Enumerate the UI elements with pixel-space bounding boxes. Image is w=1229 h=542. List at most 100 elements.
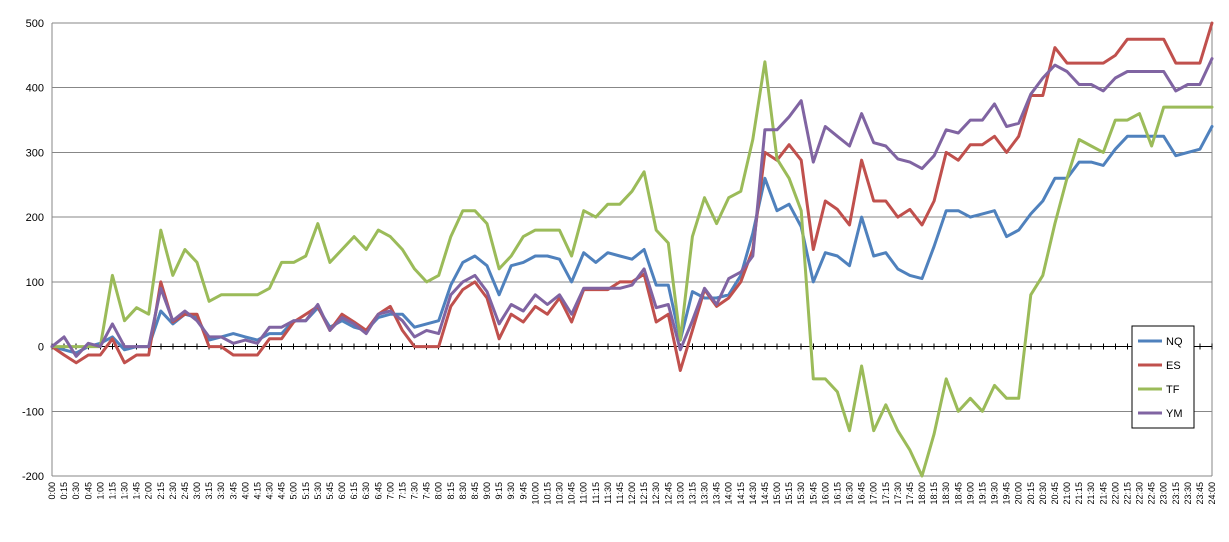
x-tick-label: 9:45	[518, 482, 528, 500]
y-tick-label: 100	[26, 277, 44, 289]
x-tick-label: 18:30	[941, 482, 951, 505]
x-tick-label: 20:00	[1014, 482, 1024, 505]
x-tick-label: 15:00	[772, 482, 782, 505]
x-tick-label: 3:00	[192, 482, 202, 500]
x-tick-label: 21:15	[1074, 482, 1084, 505]
gridlines	[52, 22, 1212, 477]
y-tick-label: 500	[26, 18, 44, 30]
x-tick-label: 23:15	[1171, 482, 1181, 505]
x-tick-label: 14:00	[724, 482, 734, 505]
legend-box	[1131, 325, 1195, 429]
x-tick-label: 12:00	[627, 482, 637, 505]
y-tick-label: 400	[26, 83, 44, 95]
x-tick-label: 11:15	[591, 482, 601, 504]
x-tick-label: 21:00	[1062, 482, 1072, 505]
x-tick-label: 8:45	[470, 482, 480, 500]
x-tick-label: 11:00	[579, 482, 589, 504]
y-tick-label: 300	[26, 147, 44, 159]
x-tick-label: 23:45	[1195, 482, 1205, 505]
x-tick-label: 10:45	[567, 482, 577, 505]
x-tick-label: 16:45	[857, 482, 867, 505]
x-tick-label: 5:00	[289, 482, 299, 500]
x-tick-label: 0:00	[47, 482, 57, 500]
x-tick-label: 6:00	[337, 482, 347, 500]
x-tick-label: 19:00	[965, 482, 975, 505]
x-tick-label: 15:15	[784, 482, 794, 505]
x-tick-label: 16:00	[820, 482, 830, 505]
x-tick-label: 4:45	[277, 482, 287, 500]
x-tick-label: 21:45	[1098, 482, 1108, 505]
x-tick-label: 7:15	[397, 482, 407, 500]
x-tick-label: 7:00	[385, 482, 395, 500]
x-tick-label: 18:15	[929, 482, 939, 505]
x-tick-label: 8:00	[434, 482, 444, 500]
x-tick-label: 3:15	[204, 482, 214, 500]
x-tick-label: 19:30	[990, 482, 1000, 505]
x-tick-label: 19:15	[977, 482, 987, 505]
x-tick-label: 23:00	[1159, 482, 1169, 505]
x-tick-label: 17:45	[905, 482, 915, 505]
x-tick-label: 20:30	[1038, 482, 1048, 505]
x-tick-label: 1:45	[132, 482, 142, 500]
x-tick-label: 8:15	[446, 482, 456, 500]
y-tick-label: 0	[38, 342, 44, 354]
x-tick-label: 13:45	[712, 482, 722, 505]
y-tick-label: 200	[26, 212, 44, 224]
x-tick-label: 14:45	[760, 482, 770, 505]
x-tick-label: 20:45	[1050, 482, 1060, 505]
x-tick-label: 2:30	[168, 482, 178, 500]
x-tick-label: 4:30	[265, 482, 275, 500]
y-tick-label: -100	[22, 406, 44, 418]
series-line-es	[50, 21, 1214, 372]
series-line-ym	[50, 57, 1214, 358]
x-tick-label: 1:15	[107, 482, 117, 500]
x-tick-label: 14:15	[736, 482, 746, 505]
series-line-nq	[50, 125, 1214, 355]
x-tick-label: 12:45	[663, 482, 673, 505]
x-tick-label: 22:00	[1110, 482, 1120, 505]
x-tick-label: 11:45	[615, 482, 625, 504]
x-tick-label: 13:15	[687, 482, 697, 505]
y-axis: -200 -100 0 100 200 300 400 500	[22, 18, 1213, 483]
x-tick-label: 8:30	[458, 482, 468, 500]
legend-label-nq: NQ	[1166, 336, 1183, 348]
legend-label-tf: TF	[1166, 384, 1180, 396]
legend-label-ym: YM	[1166, 408, 1183, 420]
x-tick-label: 14:30	[748, 482, 758, 505]
x-tick-label: 10:30	[555, 482, 565, 505]
x-tick-label: 23:30	[1183, 482, 1193, 505]
x-tick-label: 18:45	[953, 482, 963, 505]
series-line-tf	[50, 60, 1214, 478]
x-tick-label: 2:45	[180, 482, 190, 500]
x-tick-label: 17:00	[869, 482, 879, 505]
x-tick-label: 19:45	[1002, 482, 1012, 505]
x-tick-label: 12:30	[651, 482, 661, 505]
x-tick-label: 12:15	[639, 482, 649, 505]
x-tick-label: 20:15	[1026, 482, 1036, 505]
x-tick-label: 5:45	[325, 482, 335, 500]
x-tick-label: 6:45	[373, 482, 383, 500]
x-tick-label: 2:00	[144, 482, 154, 500]
x-tick-label: 6:15	[349, 482, 359, 500]
x-tick-label: 24:00	[1207, 482, 1217, 505]
legend-label-es: ES	[1166, 360, 1181, 372]
x-tick-label: 1:30	[120, 482, 130, 500]
x-tick-label: 5:15	[301, 482, 311, 500]
x-tick-label: 16:30	[845, 482, 855, 505]
x-axis: 0:00 0:15 0:30 0:45 1:00 1:15 1:30 1:45 2:00 2:15…	[47, 343, 1217, 505]
x-tick-label: 0:15	[59, 482, 69, 500]
x-tick-label: 0:30	[71, 482, 81, 500]
x-tick-label: 17:15	[881, 482, 891, 505]
x-tick-label: 7:45	[422, 482, 432, 500]
x-tick-label: 10:15	[542, 482, 552, 505]
x-tick-label: 7:30	[410, 482, 420, 500]
x-tick-label: 11:30	[603, 482, 613, 504]
x-tick-label: 9:00	[482, 482, 492, 500]
x-tick-label: 16:15	[832, 482, 842, 505]
x-tick-label: 9:15	[494, 482, 504, 500]
x-tick-label: 10:00	[530, 482, 540, 505]
x-tick-label: 18:00	[917, 482, 927, 505]
x-tick-label: 3:30	[216, 482, 226, 500]
x-tick-label: 4:15	[252, 482, 262, 500]
